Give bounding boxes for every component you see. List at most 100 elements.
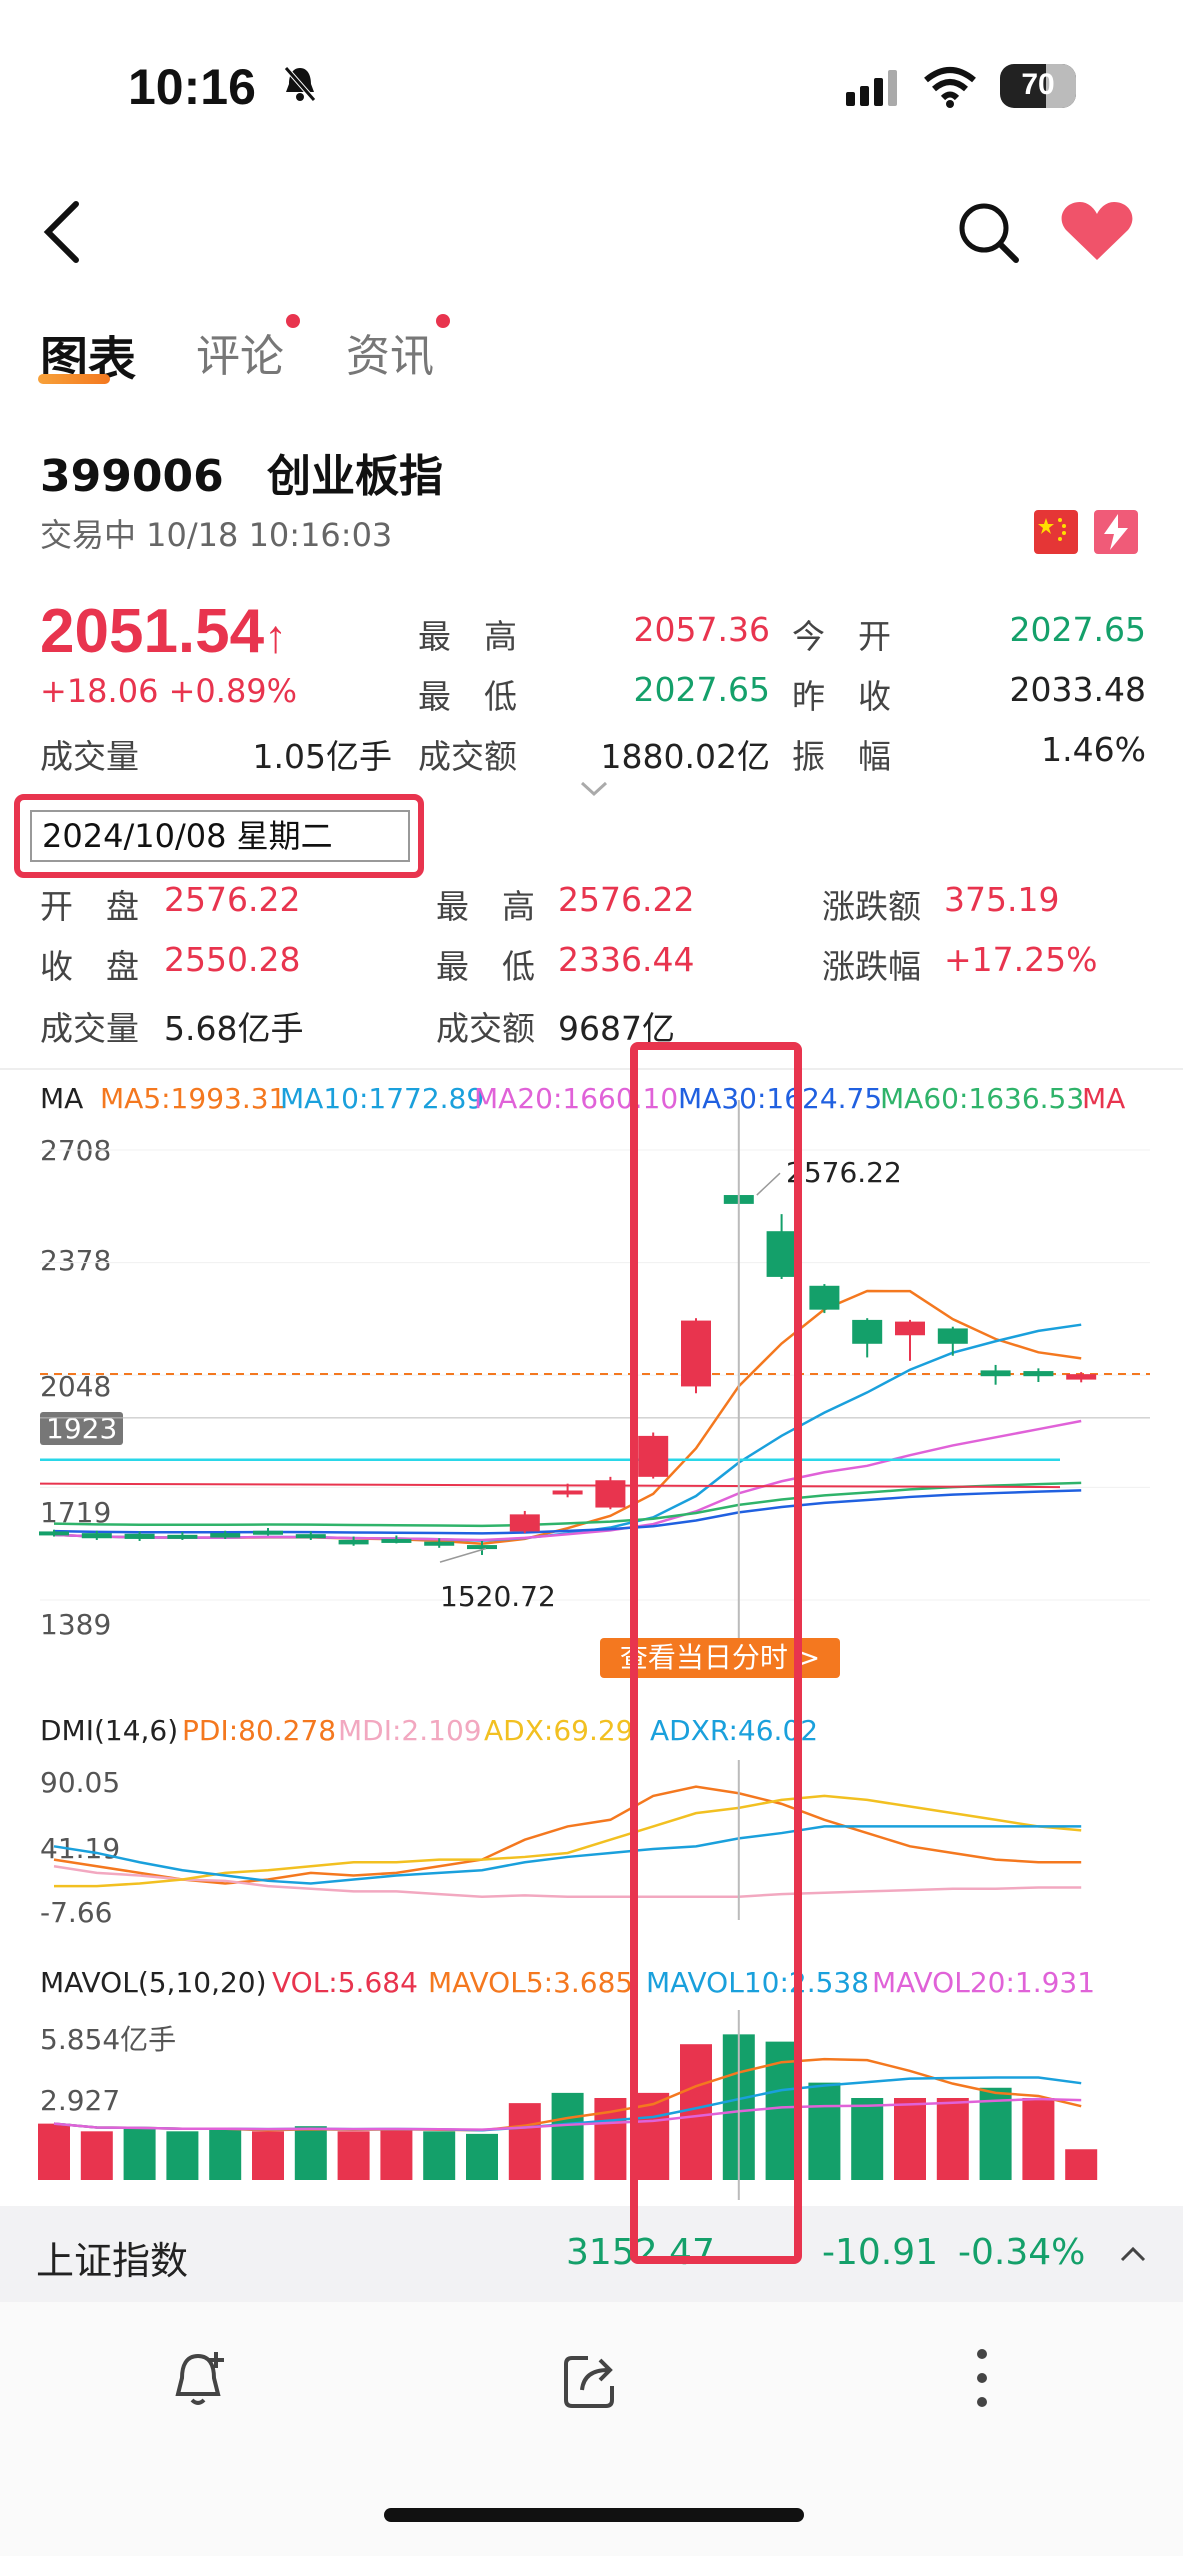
chevron-up-icon[interactable] <box>1120 2246 1146 2262</box>
candle-body <box>766 1231 797 1277</box>
volume-bar <box>252 2131 284 2180</box>
date-highlight-box <box>14 794 424 878</box>
share-icon[interactable] <box>562 2350 622 2410</box>
volume-bar <box>80 2131 113 2180</box>
candle-body <box>809 1285 840 1310</box>
day-close-label: 收 盘 <box>40 947 139 986</box>
mavol-title: MAVOL(5,10,20) <box>40 1966 267 1999</box>
dmi-chart[interactable] <box>0 1760 1183 1920</box>
wifi-icon <box>924 67 976 108</box>
candle-body <box>509 1514 540 1532</box>
volume-bar <box>808 2082 841 2180</box>
candle-body <box>467 1545 497 1550</box>
more-vertical-icon[interactable] <box>974 2346 990 2410</box>
tab-comments[interactable]: 评论 <box>196 331 284 382</box>
volume-bar <box>680 2044 712 2180</box>
candle-body <box>167 1534 198 1539</box>
candle-body <box>81 1533 112 1539</box>
open-label: 今 开 <box>792 617 891 656</box>
home-indicator <box>384 2508 804 2522</box>
ma-title: MA <box>40 1082 84 1115</box>
intraday-button[interactable]: 查看当日分时 > <box>600 1638 840 1678</box>
chart-area <box>0 800 1183 2206</box>
mdi-label: MDI:2.109 <box>338 1714 482 1747</box>
volume-bar <box>551 2092 584 2180</box>
expand-chevron-icon[interactable] <box>580 780 608 798</box>
ma-long-line-2 <box>39 1482 1061 1489</box>
day-amount-value: 9687亿 <box>558 1009 675 1048</box>
volume-bar <box>1022 2098 1055 2180</box>
nav-bar <box>0 170 1183 320</box>
axis-tick-2378: 2378 <box>40 1244 112 1277</box>
candle-body <box>595 1480 626 1508</box>
day-volume-value: 5.68亿手 <box>164 1009 304 1048</box>
volume-bar <box>38 2123 70 2180</box>
ma10-line <box>53 1323 1082 1542</box>
heart-icon[interactable] <box>1060 200 1134 264</box>
tab-bar: 图表 评论 资讯 <box>0 310 1183 410</box>
trade-status: 交易中 10/18 10:16:03 <box>40 516 393 554</box>
day-change-amt-value: 375.19 <box>944 880 1060 919</box>
bottom-toolbar <box>0 2302 1183 2556</box>
day-high-value: 2576.22 <box>558 880 695 919</box>
battery-icon: 70 <box>1000 64 1076 108</box>
current-price: 2051.54↑ <box>40 596 287 667</box>
open-value: 2027.65 <box>1009 610 1146 649</box>
candle-body <box>852 1319 883 1344</box>
prev-close-label: 昨 收 <box>792 677 891 716</box>
day-high-label: 最 高 <box>436 887 535 926</box>
bottom-ticker[interactable]: 上证指数 3152.47 -10.91 -0.34% <box>0 2206 1183 2302</box>
mavol5-label: MAVOL5:3.685 <box>428 1966 634 1999</box>
day-change-pct-value: +17.25% <box>944 940 1098 979</box>
day-amount-label: 成交额 <box>436 1009 535 1048</box>
selection-highlight-box <box>630 1042 802 2264</box>
china-flag-icon <box>1034 510 1078 554</box>
day-low-label: 最 低 <box>436 947 535 986</box>
alert-bell-icon[interactable] <box>170 2348 230 2412</box>
candlestick-chart[interactable] <box>0 1100 1183 1660</box>
status-bar: 10:16 70 <box>0 0 1183 170</box>
tab-news[interactable]: 资讯 <box>346 331 434 382</box>
max-pointer <box>756 1172 781 1196</box>
mdi-line <box>53 1864 1082 1898</box>
candle-body <box>253 1530 283 1535</box>
dmi-title: DMI(14,6) <box>40 1714 179 1747</box>
candle-body <box>1023 1371 1054 1377</box>
candle-body <box>124 1533 155 1539</box>
high-value: 2057.36 <box>633 610 770 649</box>
back-chevron-icon[interactable] <box>40 200 84 264</box>
volume-bar <box>166 2131 199 2180</box>
low-value: 2027.65 <box>633 670 770 709</box>
price-value: 2051.54 <box>40 597 265 666</box>
vol-tick-mid: 2.927 <box>40 2084 121 2117</box>
candle-body <box>895 1321 925 1336</box>
flash-icon[interactable] <box>1094 510 1138 554</box>
mavol10-label: MAVOL10:2.538 <box>646 1966 870 1999</box>
volume-bar <box>294 2126 327 2180</box>
ma60-line <box>53 1481 1082 1528</box>
amplitude-value: 1.46% <box>1041 730 1146 769</box>
vol-tick-high: 5.854亿手 <box>40 2023 177 2056</box>
day-change-amt-label: 涨跌额 <box>822 887 921 926</box>
amount-value: 1880.02亿 <box>600 737 770 776</box>
active-tab-indicator <box>38 374 110 384</box>
volume-bar <box>209 2128 242 2180</box>
price-change: +18.06 +0.89% <box>40 672 298 710</box>
volume-value: 1.05亿手 <box>252 737 392 776</box>
candle-body <box>1066 1374 1097 1380</box>
cellular-signal-icon <box>846 70 897 106</box>
ticker-name: 上证指数 <box>36 2239 189 2283</box>
candle-body <box>681 1320 711 1387</box>
volume-chart[interactable] <box>0 2010 1183 2200</box>
status-time: 10:16 <box>128 59 256 115</box>
ticker-pct: -0.34% <box>958 2232 1086 2273</box>
amplitude-label: 振 幅 <box>792 737 891 776</box>
candle-body <box>295 1534 326 1539</box>
candle-body <box>980 1370 1011 1377</box>
stock-title: 399006 创业板指 <box>40 440 443 504</box>
stock-code: 399006 <box>40 451 224 502</box>
bell-mute-icon <box>284 66 316 102</box>
amount-label: 成交额 <box>418 737 517 776</box>
min-pointer <box>439 1547 487 1563</box>
search-icon[interactable] <box>956 200 1020 264</box>
